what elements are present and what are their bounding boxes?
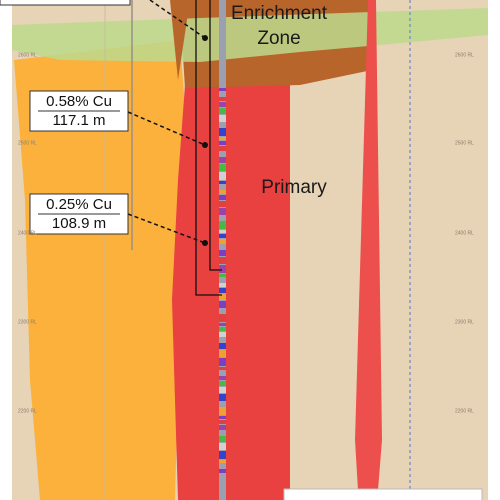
label-box	[0, 0, 131, 6]
core-segment	[219, 250, 226, 256]
core-segment	[219, 181, 226, 184]
rl-label: 2500 RL	[18, 140, 37, 146]
core-segment	[219, 323, 226, 326]
core-segment	[219, 274, 226, 277]
core-segment	[219, 469, 226, 473]
rl-label: 2300 RL	[455, 319, 474, 325]
core-segment	[219, 201, 226, 207]
core-segment	[219, 108, 226, 114]
core-segment	[219, 115, 226, 122]
core-segment	[219, 283, 226, 287]
grade-label: 0.25% Cu	[46, 196, 112, 213]
core-segment	[219, 234, 226, 238]
rl-label: 2600 RL	[18, 52, 37, 58]
core-segment	[219, 137, 226, 140]
rl-label: 2600 RL	[455, 52, 474, 58]
core-segment	[219, 443, 226, 450]
core-segment	[219, 425, 226, 430]
intercept-point	[202, 35, 208, 41]
core-segment	[219, 141, 226, 145]
rl-label: 2200 RL	[18, 408, 37, 414]
core-segment	[219, 301, 226, 308]
core-segment	[219, 416, 226, 419]
core-segment	[219, 190, 226, 194]
core-segment	[219, 265, 226, 273]
left-margin	[0, 0, 12, 500]
rl-label: 2400 RL	[18, 230, 37, 236]
core-segment	[219, 288, 226, 293]
core-segment	[219, 381, 226, 386]
core-segment	[219, 327, 226, 331]
primary-zone	[172, 85, 290, 500]
core-segment	[219, 314, 226, 322]
core-segment	[219, 128, 226, 136]
core-segment	[219, 460, 226, 463]
core-segment	[219, 376, 226, 380]
core-segment	[219, 164, 226, 171]
zone-label: Zone	[257, 28, 300, 49]
core-segment	[219, 146, 226, 151]
core-segment	[219, 451, 226, 459]
core-segment	[219, 350, 226, 357]
core-segment	[219, 88, 226, 91]
core-segment	[219, 172, 226, 180]
core-segment	[219, 294, 226, 300]
intercept-point	[202, 240, 208, 246]
zone-label: Enrichment	[231, 3, 328, 24]
right-margin	[488, 0, 500, 500]
rl-label: 2500 RL	[455, 140, 474, 146]
bracket	[209, 0, 222, 271]
core-segment	[219, 436, 226, 442]
length-label: 108.9 m	[52, 215, 106, 232]
core-segment	[219, 343, 226, 349]
core-segment	[219, 97, 226, 101]
drill-core	[219, 88, 226, 473]
core-segment	[219, 420, 226, 424]
core-segment	[219, 230, 226, 233]
core-segment	[219, 407, 226, 415]
core-segment	[219, 387, 226, 393]
legend-box	[283, 488, 483, 500]
core-segment	[219, 221, 226, 229]
core-segment	[219, 239, 226, 244]
core-segment	[219, 394, 226, 401]
rl-label: 2300 RL	[18, 319, 37, 325]
core-segment	[219, 208, 226, 215]
enrichment-finger	[170, 0, 190, 80]
core-segment	[219, 367, 226, 370]
red-sliver	[355, 0, 382, 490]
core-segment	[219, 257, 226, 264]
bracket	[195, 0, 222, 296]
core-segment	[219, 102, 226, 107]
core-segment	[219, 157, 226, 163]
zone-label: Primary	[261, 177, 327, 198]
grade-label: 0.58% Cu	[46, 93, 112, 110]
oxide-zone	[14, 40, 185, 500]
core-segment	[219, 195, 226, 200]
core-segment	[219, 358, 226, 366]
core-segment	[219, 332, 226, 337]
rl-label: 2400 RL	[455, 230, 474, 236]
intercept-point	[202, 142, 208, 148]
length-label: 117.1 m	[52, 112, 105, 129]
rl-label: 2200 RL	[455, 408, 474, 414]
